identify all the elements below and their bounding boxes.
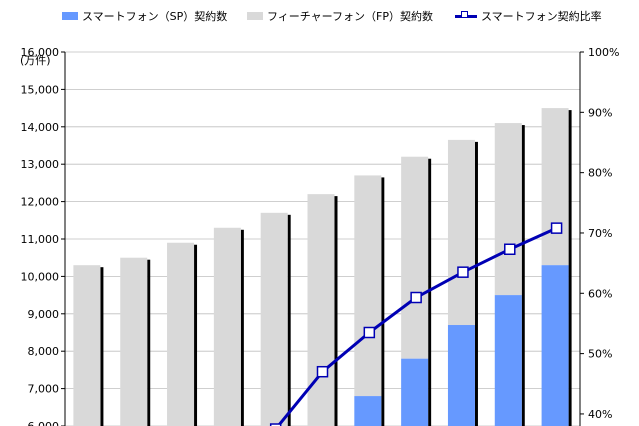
bar-fp	[120, 257, 148, 426]
bar-sp	[494, 295, 522, 426]
bar-fp	[73, 265, 101, 426]
legend-item-fp: フィーチャーフォン（FP）契約数	[247, 8, 433, 24]
bar-sp	[447, 325, 475, 426]
ratio-point	[269, 423, 282, 426]
left-tick-label: 10,000	[21, 270, 60, 283]
legend-swatch-sp	[62, 12, 78, 20]
bar-fp	[307, 194, 335, 426]
bar-shadow	[147, 259, 151, 426]
legend-label-fp: フィーチャーフォン（FP）契約数	[267, 10, 433, 23]
left-tick-label: 15,000	[21, 83, 60, 96]
right-tick-label: 80%	[588, 167, 612, 180]
right-tick-label: 50%	[588, 348, 612, 361]
bar-shadow	[334, 196, 338, 426]
ratio-point	[363, 326, 376, 339]
bar-fp	[213, 227, 241, 426]
bar-sp	[354, 396, 382, 426]
left-tick-label: 16,000	[21, 46, 60, 59]
bar-shadow	[568, 110, 572, 426]
legend: スマートフォン（SP）契約数 フィーチャーフォン（FP）契約数 スマートフォン契…	[0, 8, 639, 28]
right-tick-label: 40%	[588, 408, 612, 421]
right-tick-label: 90%	[588, 106, 612, 119]
legend-item-ratio: スマートフォン契約比率	[455, 8, 602, 24]
right-axis-ticks: 40% 50% 60% 70% 80% 90% 100%	[580, 46, 619, 421]
legend-label-ratio: スマートフォン契約比率	[481, 10, 602, 23]
bar-fp	[167, 242, 195, 426]
ratio-point	[410, 291, 422, 304]
bar-shadow	[287, 214, 291, 426]
left-tick-label: 11,000	[21, 233, 60, 246]
left-tick-label: 6,000	[28, 420, 60, 426]
ratio-point	[316, 365, 329, 378]
ratio-point	[504, 243, 516, 256]
bar-shadow	[381, 177, 385, 426]
bar-fp	[354, 175, 382, 397]
right-tick-label: 100%	[588, 46, 619, 59]
legend-swatch-ratio	[455, 11, 477, 21]
bar-shadow	[100, 267, 104, 426]
left-axis-ticks: 6,000 7,000 8,000 9,000 10,000 11,000 12,000 13…	[21, 46, 65, 426]
left-tick-label: 12,000	[21, 196, 60, 209]
bar-shadow	[521, 125, 525, 426]
bar-fp	[401, 156, 429, 359]
left-tick-label: 14,000	[21, 121, 60, 134]
right-tick-label: 70%	[588, 227, 612, 240]
bar-fp	[494, 123, 522, 296]
legend-label-sp: スマートフォン（SP）契約数	[82, 10, 228, 23]
bar-sp	[541, 265, 569, 426]
left-tick-label: 13,000	[21, 158, 60, 171]
left-tick-label: 9,000	[28, 308, 60, 321]
ratio-point	[457, 266, 469, 278]
left-tick-label: 8,000	[28, 345, 60, 358]
left-tick-label: 7,000	[28, 383, 60, 396]
right-tick-label: 60%	[588, 287, 612, 300]
bar-shadow	[474, 141, 478, 426]
bar-shadow	[194, 244, 198, 426]
bar-fp	[260, 212, 288, 426]
legend-swatch-fp	[247, 12, 263, 20]
bar-shadow	[428, 158, 432, 426]
bar-sp	[401, 358, 429, 426]
ratio-line-series	[269, 222, 563, 426]
left-axis-unit: (万件)	[20, 54, 51, 67]
bar-fp	[447, 139, 475, 326]
legend-item-sp: スマートフォン（SP）契約数	[62, 8, 227, 24]
bars	[73, 108, 572, 426]
ratio-point	[550, 222, 563, 234]
bar-shadow	[240, 229, 244, 426]
bar-fp	[541, 108, 569, 266]
